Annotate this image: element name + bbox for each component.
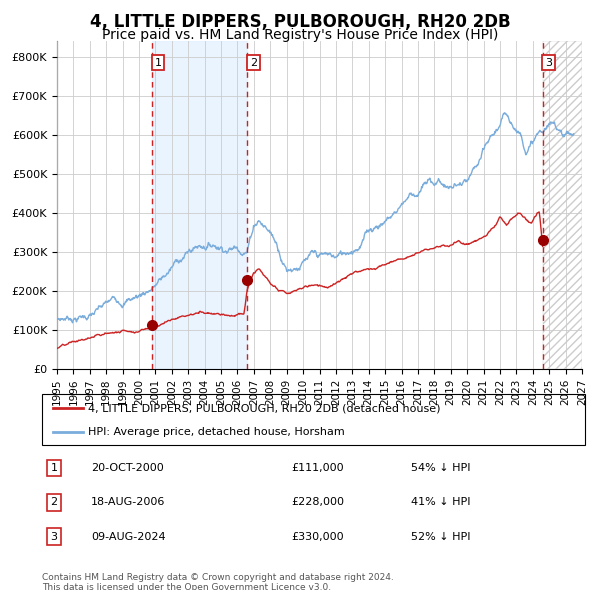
Text: £228,000: £228,000 (292, 497, 345, 507)
Text: 54% ↓ HPI: 54% ↓ HPI (411, 463, 471, 473)
Text: Contains HM Land Registry data © Crown copyright and database right 2024.: Contains HM Land Registry data © Crown c… (42, 573, 394, 582)
Text: HPI: Average price, detached house, Horsham: HPI: Average price, detached house, Hors… (88, 428, 345, 437)
Text: 20-OCT-2000: 20-OCT-2000 (91, 463, 164, 473)
Text: 4, LITTLE DIPPERS, PULBOROUGH, RH20 2DB: 4, LITTLE DIPPERS, PULBOROUGH, RH20 2DB (89, 13, 511, 31)
Text: 4, LITTLE DIPPERS, PULBOROUGH, RH20 2DB (detached house): 4, LITTLE DIPPERS, PULBOROUGH, RH20 2DB … (88, 403, 440, 413)
Text: £330,000: £330,000 (292, 532, 344, 542)
Text: 1: 1 (50, 463, 58, 473)
Text: Price paid vs. HM Land Registry's House Price Index (HPI): Price paid vs. HM Land Registry's House … (102, 28, 498, 42)
Text: £111,000: £111,000 (292, 463, 344, 473)
Text: 3: 3 (545, 58, 552, 68)
Text: 1: 1 (155, 58, 161, 68)
Bar (542, 41, 582, 369)
Text: 41% ↓ HPI: 41% ↓ HPI (411, 497, 471, 507)
Text: 3: 3 (50, 532, 58, 542)
Bar (542, 41, 582, 369)
Text: 09-AUG-2024: 09-AUG-2024 (91, 532, 166, 542)
Text: 52% ↓ HPI: 52% ↓ HPI (411, 532, 471, 542)
Text: 2: 2 (250, 58, 257, 68)
Text: 18-AUG-2006: 18-AUG-2006 (91, 497, 165, 507)
Text: 2: 2 (50, 497, 58, 507)
Bar (152, 41, 247, 369)
Text: This data is licensed under the Open Government Licence v3.0.: This data is licensed under the Open Gov… (42, 583, 331, 590)
